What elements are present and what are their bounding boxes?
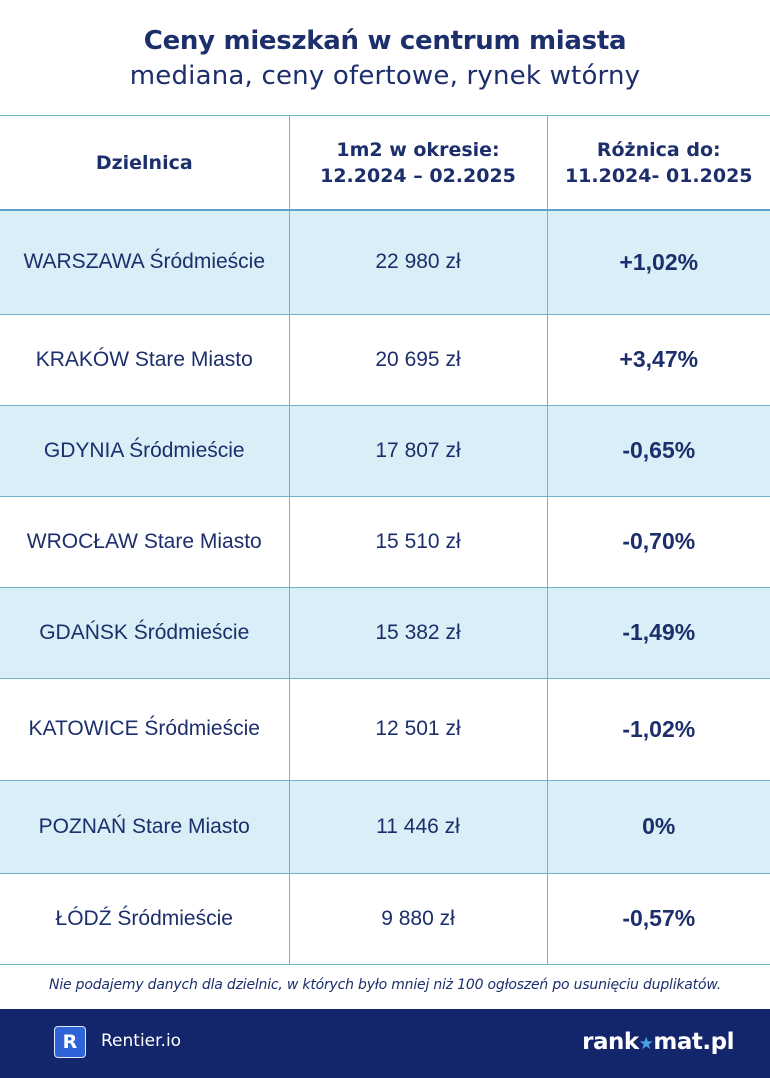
header-price: 1m2 w okresie: 12.2024 – 02.2025: [288, 115, 547, 211]
table-row: POZNAŃ Stare Miasto 11 446 zł 0%: [0, 780, 770, 874]
diff-cell: -1,49%: [546, 587, 770, 679]
chart-title: Ceny mieszkań w centrum miasta: [143, 26, 627, 56]
rentier-label[interactable]: Rentier.io: [101, 1031, 182, 1051]
price-cell: 15 510 zł: [288, 496, 547, 588]
table-row: WARSZAWA Śródmieście 22 980 zł +1,02%: [0, 210, 770, 315]
district-cell: GDAŃSK Śródmieście: [0, 587, 289, 679]
diff-cell: +3,47%: [546, 314, 770, 406]
district-cell: KRAKÓW Stare Miasto: [0, 314, 289, 406]
district-cell: WARSZAWA Śródmieście: [0, 210, 289, 315]
rankomat-text-left: rank: [582, 1029, 639, 1055]
star-icon: ★: [638, 1034, 654, 1054]
footnote: Nie podajemy danych dla dzielnic, w któr…: [49, 977, 721, 993]
table-body: WARSZAWA Śródmieście 22 980 zł +1,02% KRAKÓ…: [0, 210, 770, 965]
table-row: GDYNIA Śródmieście 17 807 zł -0,65%: [0, 405, 770, 497]
footer-bar: R Rentier.io rank★mat.pl: [0, 1009, 770, 1078]
price-cell: 9 880 zł: [288, 873, 547, 965]
price-cell: 12 501 zł: [288, 678, 547, 781]
price-cell: 17 807 zł: [288, 405, 547, 497]
table-row: WROCŁAW Stare Miasto 15 510 zł -0,70%: [0, 496, 770, 588]
rankomat-logo[interactable]: rank★mat.pl: [582, 1029, 734, 1055]
diff-cell: -0,57%: [546, 873, 770, 965]
diff-cell: +1,02%: [546, 210, 770, 315]
rankomat-text-right: mat.pl: [653, 1029, 734, 1055]
district-cell: ŁÓDŹ Śródmieście: [0, 873, 289, 965]
table-header-row: Dzielnica 1m2 w okresie: 12.2024 – 02.20…: [0, 115, 770, 211]
table-row: KATOWICE Śródmieście 12 501 zł -1,02%: [0, 678, 770, 781]
header-diff: Różnica do: 11.2024- 01.2025: [546, 115, 770, 211]
table-row: KRAKÓW Stare Miasto 20 695 zł +3,47%: [0, 314, 770, 406]
price-cell: 20 695 zł: [288, 314, 547, 406]
price-table: Dzielnica 1m2 w okresie: 12.2024 – 02.20…: [0, 115, 770, 965]
diff-cell: -0,65%: [546, 405, 770, 497]
price-cell: 11 446 zł: [288, 780, 547, 874]
price-cell: 22 980 zł: [288, 210, 547, 315]
table-row: ŁÓDŹ Śródmieście 9 880 zł -0,57%: [0, 873, 770, 965]
diff-cell: 0%: [546, 780, 770, 874]
header-district: Dzielnica: [0, 115, 289, 211]
district-cell: POZNAŃ Stare Miasto: [0, 780, 289, 874]
rentier-logo-icon[interactable]: R: [54, 1026, 86, 1058]
diff-cell: -1,02%: [546, 678, 770, 781]
district-cell: GDYNIA Śródmieście: [0, 405, 289, 497]
diff-cell: -0,70%: [546, 496, 770, 588]
district-cell: WROCŁAW Stare Miasto: [0, 496, 289, 588]
chart-subtitle: mediana, ceny ofertowe, rynek wtórny: [129, 61, 641, 91]
district-cell: KATOWICE Śródmieście: [0, 678, 289, 781]
price-cell: 15 382 zł: [288, 587, 547, 679]
table-row: GDAŃSK Śródmieście 15 382 zł -1,49%: [0, 587, 770, 679]
